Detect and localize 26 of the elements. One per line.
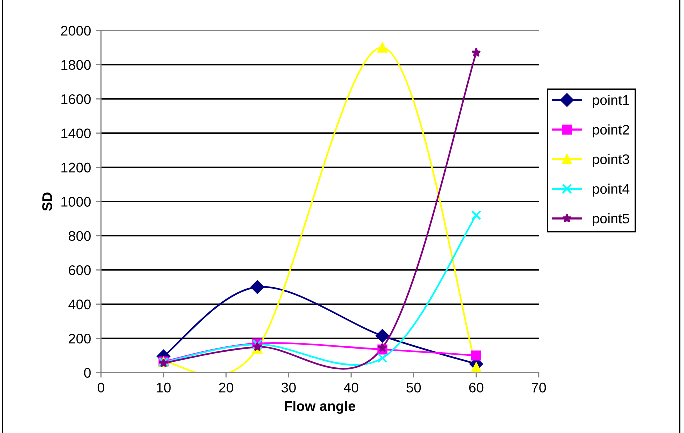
x-tick-label: 40 bbox=[344, 382, 359, 393]
y-tick-label: 200 bbox=[69, 334, 91, 344]
y-axis-title: SD bbox=[42, 192, 52, 212]
y-tick-label: 1800 bbox=[62, 60, 91, 70]
y-tick-label: 0 bbox=[84, 368, 91, 378]
x-tick-label: 10 bbox=[157, 382, 171, 393]
x-tick-label: 30 bbox=[282, 382, 296, 393]
y-tick-label: 1400 bbox=[62, 128, 91, 139]
x-tick-label: 70 bbox=[532, 382, 546, 393]
legend-label: point2 bbox=[593, 124, 630, 138]
y-tick-label: 1600 bbox=[62, 94, 91, 104]
legend-label: point4 bbox=[593, 184, 630, 197]
x-tick-label: 60 bbox=[469, 382, 484, 393]
y-tick-label: 600 bbox=[69, 266, 91, 276]
y-tick-label: 800 bbox=[68, 231, 91, 242]
x-tick-label: 50 bbox=[406, 382, 422, 393]
y-tick-label: 1000 bbox=[62, 197, 91, 207]
y-tick-label: 1200 bbox=[62, 162, 91, 173]
y-tick-label: 400 bbox=[68, 300, 91, 310]
y-tick-label: 2000 bbox=[61, 26, 91, 36]
legend-label: point1 bbox=[593, 95, 630, 108]
x-tick-label: 0 bbox=[98, 382, 105, 393]
x-tick-label: 20 bbox=[219, 382, 234, 393]
x-axis-title: Flow angle bbox=[285, 401, 356, 414]
legend-label: point3 bbox=[593, 154, 630, 168]
legend-label: point5 bbox=[593, 213, 630, 226]
